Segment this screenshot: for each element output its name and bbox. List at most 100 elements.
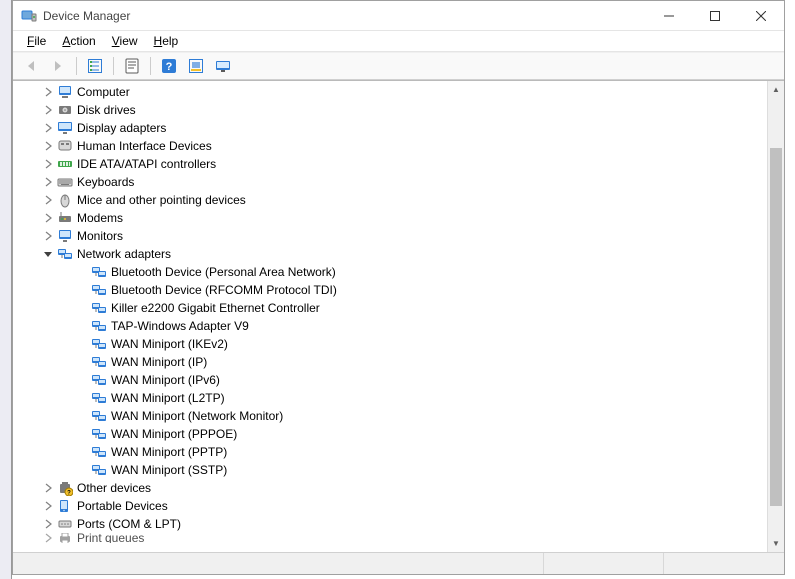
help-icon: ?	[161, 58, 177, 74]
forward-button[interactable]	[46, 55, 70, 77]
menu-view[interactable]: View	[104, 32, 146, 50]
tree-category-row[interactable]: Ports (COM & LPT)	[21, 515, 767, 533]
scan-hardware-icon	[188, 58, 204, 74]
tree-device-row[interactable]: TAP-Windows Adapter V9	[21, 317, 767, 335]
tree-category-label: Disk drives	[77, 103, 136, 117]
chevron-right-icon[interactable]	[41, 499, 55, 513]
menu-help[interactable]: Help	[146, 32, 187, 50]
expander-spacer	[75, 391, 89, 405]
tree-category-row[interactable]: ?Other devices	[21, 479, 767, 497]
network-icon	[91, 390, 107, 406]
network-icon	[91, 300, 107, 316]
tree-device-row[interactable]: WAN Miniport (L2TP)	[21, 389, 767, 407]
tree-category-label: Keyboards	[77, 175, 134, 189]
chevron-right-icon[interactable]	[41, 85, 55, 99]
tree-device-row[interactable]: WAN Miniport (IKEv2)	[21, 335, 767, 353]
show-hidden-button[interactable]	[211, 55, 235, 77]
show-hidden-icon	[215, 58, 231, 74]
tree-device-row[interactable]: Killer e2200 Gigabit Ethernet Controller	[21, 299, 767, 317]
properties-button[interactable]	[120, 55, 144, 77]
expander-spacer	[75, 283, 89, 297]
scroll-thumb[interactable]	[770, 148, 782, 506]
tree-category-row[interactable]: Print queues	[21, 533, 767, 543]
chevron-right-icon[interactable]	[41, 481, 55, 495]
tree-device-row[interactable]: Bluetooth Device (RFCOMM Protocol TDI)	[21, 281, 767, 299]
device-tree[interactable]: Computer Disk drives Display adaptersHuman…	[13, 81, 767, 552]
close-button[interactable]	[738, 1, 784, 31]
tree-device-row[interactable]: WAN Miniport (IPv6)	[21, 371, 767, 389]
chevron-right-icon[interactable]	[41, 211, 55, 225]
ide-icon	[57, 156, 73, 172]
chevron-right-icon[interactable]	[41, 157, 55, 171]
chevron-right-icon[interactable]	[41, 193, 55, 207]
expander-spacer	[75, 355, 89, 369]
tree-device-row[interactable]: WAN Miniport (SSTP)	[21, 461, 767, 479]
menubar: FileActionViewHelp	[13, 31, 784, 52]
help-button[interactable]: ?	[157, 55, 181, 77]
tree-category-label: Print queues	[77, 533, 144, 543]
tree-category-row[interactable]: Human Interface Devices	[21, 137, 767, 155]
tree-device-row[interactable]: WAN Miniport (PPTP)	[21, 443, 767, 461]
expander-spacer	[75, 337, 89, 351]
tree-device-row[interactable]: WAN Miniport (IP)	[21, 353, 767, 371]
status-cell	[664, 553, 784, 574]
minimize-button[interactable]	[646, 1, 692, 31]
titlebar: Device Manager	[13, 1, 784, 31]
tree-device-label: WAN Miniport (IP)	[111, 355, 207, 369]
tree-device-row[interactable]: WAN Miniport (Network Monitor)	[21, 407, 767, 425]
tree-category-row[interactable]: Monitors	[21, 227, 767, 245]
tree-device-row[interactable]: WAN Miniport (PPPOE)	[21, 425, 767, 443]
forward-icon	[50, 58, 66, 74]
tree-category-label: Network adapters	[77, 247, 171, 261]
tree-device-label: WAN Miniport (L2TP)	[111, 391, 225, 405]
expander-spacer	[75, 427, 89, 441]
status-cell	[544, 553, 664, 574]
toolbar-separator	[150, 57, 151, 75]
chevron-down-icon[interactable]	[41, 247, 55, 261]
window-title: Device Manager	[43, 9, 646, 23]
tree-category-row[interactable]: Modems	[21, 209, 767, 227]
modem-icon	[57, 210, 73, 226]
menu-action[interactable]: Action	[54, 32, 103, 50]
scan-hardware-button[interactable]	[184, 55, 208, 77]
back-button[interactable]	[19, 55, 43, 77]
menu-file[interactable]: File	[19, 32, 54, 50]
chevron-right-icon[interactable]	[41, 533, 55, 543]
network-icon	[91, 372, 107, 388]
tree-category-row[interactable]: Mice and other pointing devices	[21, 191, 767, 209]
network-icon	[91, 318, 107, 334]
tree-category-row[interactable]: Computer	[21, 83, 767, 101]
vertical-scrollbar[interactable]: ▲ ▼	[767, 81, 784, 552]
chevron-right-icon[interactable]	[41, 121, 55, 135]
toolbar: ?	[13, 52, 784, 80]
printer-icon	[57, 533, 73, 543]
tree-category-row[interactable]: Disk drives	[21, 101, 767, 119]
network-icon	[91, 282, 107, 298]
tree-category-label: Other devices	[77, 481, 151, 495]
tree-category-row[interactable]: IDE ATA/ATAPI controllers	[21, 155, 767, 173]
window-controls	[646, 1, 784, 30]
scroll-up-arrow-icon[interactable]: ▲	[768, 81, 784, 98]
chevron-right-icon[interactable]	[41, 139, 55, 153]
content-area: Computer Disk drives Display adaptersHuman…	[13, 80, 784, 552]
background-left-strip	[0, 0, 12, 579]
tree-device-row[interactable]: Bluetooth Device (Personal Area Network)	[21, 263, 767, 281]
tree-device-label: WAN Miniport (PPTP)	[111, 445, 227, 459]
chevron-right-icon[interactable]	[41, 175, 55, 189]
tree-device-label: Bluetooth Device (Personal Area Network)	[111, 265, 336, 279]
chevron-right-icon[interactable]	[41, 517, 55, 531]
monitor-icon	[57, 228, 73, 244]
maximize-button[interactable]	[692, 1, 738, 31]
scroll-down-arrow-icon[interactable]: ▼	[768, 535, 784, 552]
tree-device-label: TAP-Windows Adapter V9	[111, 319, 249, 333]
tree-category-row[interactable]: Keyboards	[21, 173, 767, 191]
svg-text:?: ?	[166, 61, 173, 73]
network-icon	[91, 462, 107, 478]
tree-category-row[interactable]: Display adapters	[21, 119, 767, 137]
tree-category-row[interactable]: Network adapters	[21, 245, 767, 263]
chevron-right-icon[interactable]	[41, 229, 55, 243]
show-hide-tree-button[interactable]	[83, 55, 107, 77]
chevron-right-icon[interactable]	[41, 103, 55, 117]
tree-category-row[interactable]: Portable Devices	[21, 497, 767, 515]
tree-device-label: WAN Miniport (SSTP)	[111, 463, 227, 477]
